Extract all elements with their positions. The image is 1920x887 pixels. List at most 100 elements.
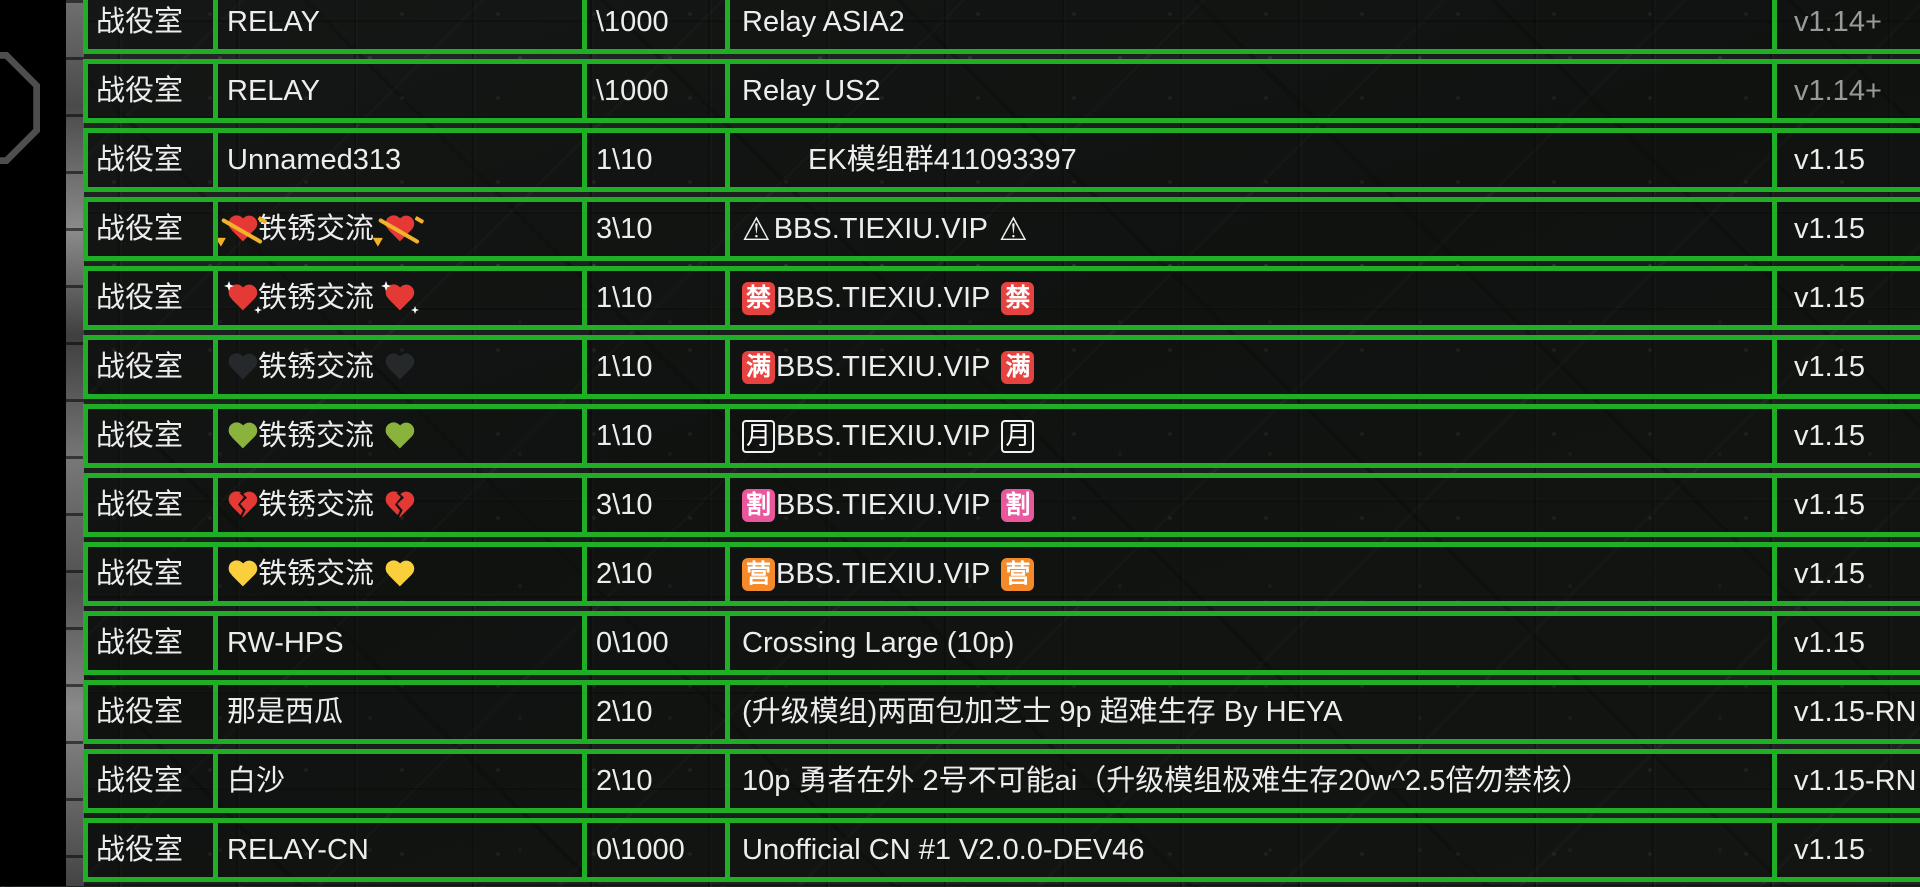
server-row[interactable]: 战役室 铁锈交流 1\10 月 BBS.TIEXIU.VIP 月 v1.15: [83, 404, 1920, 468]
yue-month-badge-icon: 月: [742, 420, 775, 453]
room-type: 战役室: [96, 6, 184, 38]
server-description: (升级模组)两面包加芝士 9p 超难生存 By HEYA: [725, 685, 1772, 739]
green-heart-icon: [227, 423, 258, 451]
server-description: 月 BBS.TIEXIU.VIP 月: [725, 409, 1772, 463]
warning-badge-icon: ⚠: [742, 211, 771, 247]
player-count: 1\10: [582, 271, 725, 325]
server-row[interactable]: 战役室 RELAY \1000 Relay US2 v1.14+: [83, 59, 1920, 123]
yue-month-badge-icon: 月: [1001, 420, 1035, 453]
server-version: v1.15: [1772, 340, 1920, 394]
server-name: 铁锈交流: [213, 478, 582, 532]
steel-seam-strip: [64, 0, 84, 886]
server-row[interactable]: 战役室 铁锈交流 1\10 禁 BBS.TIEXIU.VIP 禁 v1.15: [83, 266, 1920, 330]
server-description: 禁 BBS.TIEXIU.VIP 禁: [725, 271, 1772, 325]
server-row[interactable]: 战役室 RELAY-CN 0\1000 Unofficial CN #1 V2.…: [83, 818, 1920, 882]
server-description: EK模组群411093397: [725, 133, 1772, 187]
server-row[interactable]: 战役室 白沙 2\10 10p 勇者在外 2号不可能ai（升级模组极难生存20w…: [83, 749, 1920, 813]
server-version: v1.15: [1772, 133, 1920, 187]
player-count: 0\1000: [582, 823, 725, 877]
heart-with-arrow-icon: [370, 215, 425, 247]
server-row[interactable]: 战役室 那是西瓜 2\10 (升级模组)两面包加芝士 9p 超难生存 By HE…: [83, 680, 1920, 744]
server-name: RW-HPS: [213, 616, 582, 670]
green-heart-icon: [384, 423, 415, 451]
room-type: 战役室: [96, 696, 184, 728]
broken-heart-icon: [227, 492, 258, 520]
server-version: v1.14+: [1772, 0, 1920, 49]
server-row[interactable]: 战役室 Unnamed313 1\10 EK模组群411093397 v1.15: [83, 128, 1920, 192]
server-row[interactable]: 战役室 铁锈交流 1\10 满 BBS.TIEXIU.VIP 满 v1.15: [83, 335, 1920, 399]
server-description: Unofficial CN #1 V2.0.0-DEV46: [725, 823, 1772, 877]
server-version: v1.15-RN: [1772, 754, 1920, 808]
player-count: 0\100: [582, 616, 725, 670]
server-description: ⚠ BBS.TIEXIU.VIP ⚠: [725, 202, 1772, 256]
server-name: 铁锈交流: [213, 409, 582, 463]
server-description: 营 BBS.TIEXIU.VIP 营: [725, 547, 1772, 601]
server-description: Relay US2: [725, 64, 1772, 118]
server-name: 铁锈交流: [213, 202, 582, 256]
yellow-heart-icon: [384, 561, 415, 589]
room-type: 战役室: [96, 627, 184, 659]
server-name: 铁锈交流: [213, 547, 582, 601]
room-type: 战役室: [96, 558, 184, 590]
player-count: 3\10: [582, 478, 725, 532]
player-count: 1\10: [582, 340, 725, 394]
server-row[interactable]: 战役室 RELAY \1000 Relay ASIA2 v1.14+: [83, 0, 1920, 54]
server-version: v1.15: [1772, 409, 1920, 463]
server-row[interactable]: 战役室 RW-HPS 0\100 Crossing Large (10p) v1…: [83, 611, 1920, 675]
server-name: Unnamed313: [213, 133, 582, 187]
server-name: RELAY: [213, 64, 582, 118]
server-version: v1.15: [1772, 547, 1920, 601]
man-full-badge-icon: 满: [1001, 351, 1035, 384]
player-count: 2\10: [582, 547, 725, 601]
server-version: v1.15: [1772, 202, 1920, 256]
player-count: 2\10: [582, 685, 725, 739]
ge-discount-badge-icon: 割: [742, 489, 775, 522]
player-count: 2\10: [582, 754, 725, 808]
room-type: 战役室: [96, 420, 184, 452]
black-heart-icon: [227, 354, 258, 382]
server-version: v1.15: [1772, 616, 1920, 670]
server-description: 10p 勇者在外 2号不可能ai（升级模组极难生存20w^2.5倍勿禁核）: [725, 754, 1772, 808]
sparkling-heart-icon: [381, 281, 420, 314]
server-name: 铁锈交流: [213, 340, 582, 394]
ying-open-badge-icon: 营: [1001, 558, 1035, 591]
server-description: Crossing Large (10p): [725, 616, 1772, 670]
server-version: v1.15: [1772, 478, 1920, 532]
heart-with-arrow-icon: [218, 215, 268, 247]
server-name: RELAY-CN: [213, 823, 582, 877]
ge-discount-badge-icon: 割: [1001, 489, 1035, 522]
server-name: 白沙: [213, 754, 582, 808]
man-full-badge-icon: 满: [742, 351, 775, 384]
player-count: 3\10: [582, 202, 725, 256]
server-version: v1.15: [1772, 271, 1920, 325]
server-name: 那是西瓜: [213, 685, 582, 739]
server-version: v1.15: [1772, 823, 1920, 877]
player-count: 1\10: [582, 133, 725, 187]
left-black-strip: [0, 0, 66, 886]
side-octagon-handle-icon[interactable]: [0, 52, 40, 164]
room-type: 战役室: [96, 282, 184, 314]
yellow-heart-icon: [227, 561, 258, 589]
server-description: 割 BBS.TIEXIU.VIP 割: [725, 478, 1772, 532]
server-version: v1.15-RN: [1772, 685, 1920, 739]
room-type: 战役室: [96, 213, 184, 245]
server-row[interactable]: 战役室 铁锈交流 3\10 ⚠ BBS.TIEXIU.VIP ⚠ v1.15: [83, 197, 1920, 261]
room-type: 战役室: [96, 75, 184, 107]
server-name: 铁锈交流: [213, 271, 582, 325]
player-count: \1000: [582, 64, 725, 118]
server-version: v1.14+: [1772, 64, 1920, 118]
server-table: 战役室 RELAY \1000 Relay ASIA2 v1.14+ 战役室 R…: [83, 0, 1920, 887]
room-type: 战役室: [96, 489, 184, 521]
warning-badge-icon: ⚠: [999, 211, 1028, 247]
room-type: 战役室: [96, 765, 184, 797]
jin-prohibit-badge-icon: 禁: [742, 282, 775, 315]
broken-heart-icon: [384, 492, 415, 520]
room-type: 战役室: [96, 144, 184, 176]
sparkling-heart-icon: [224, 281, 262, 314]
server-name: RELAY: [213, 0, 582, 49]
player-count: \1000: [582, 0, 725, 49]
server-row[interactable]: 战役室 铁锈交流 2\10 营 BBS.TIEXIU.VIP 营 v1.15: [83, 542, 1920, 606]
server-description: 满 BBS.TIEXIU.VIP 满: [725, 340, 1772, 394]
server-row[interactable]: 战役室 铁锈交流 3\10 割 BBS.TIEXIU.VIP 割 v1.15: [83, 473, 1920, 537]
